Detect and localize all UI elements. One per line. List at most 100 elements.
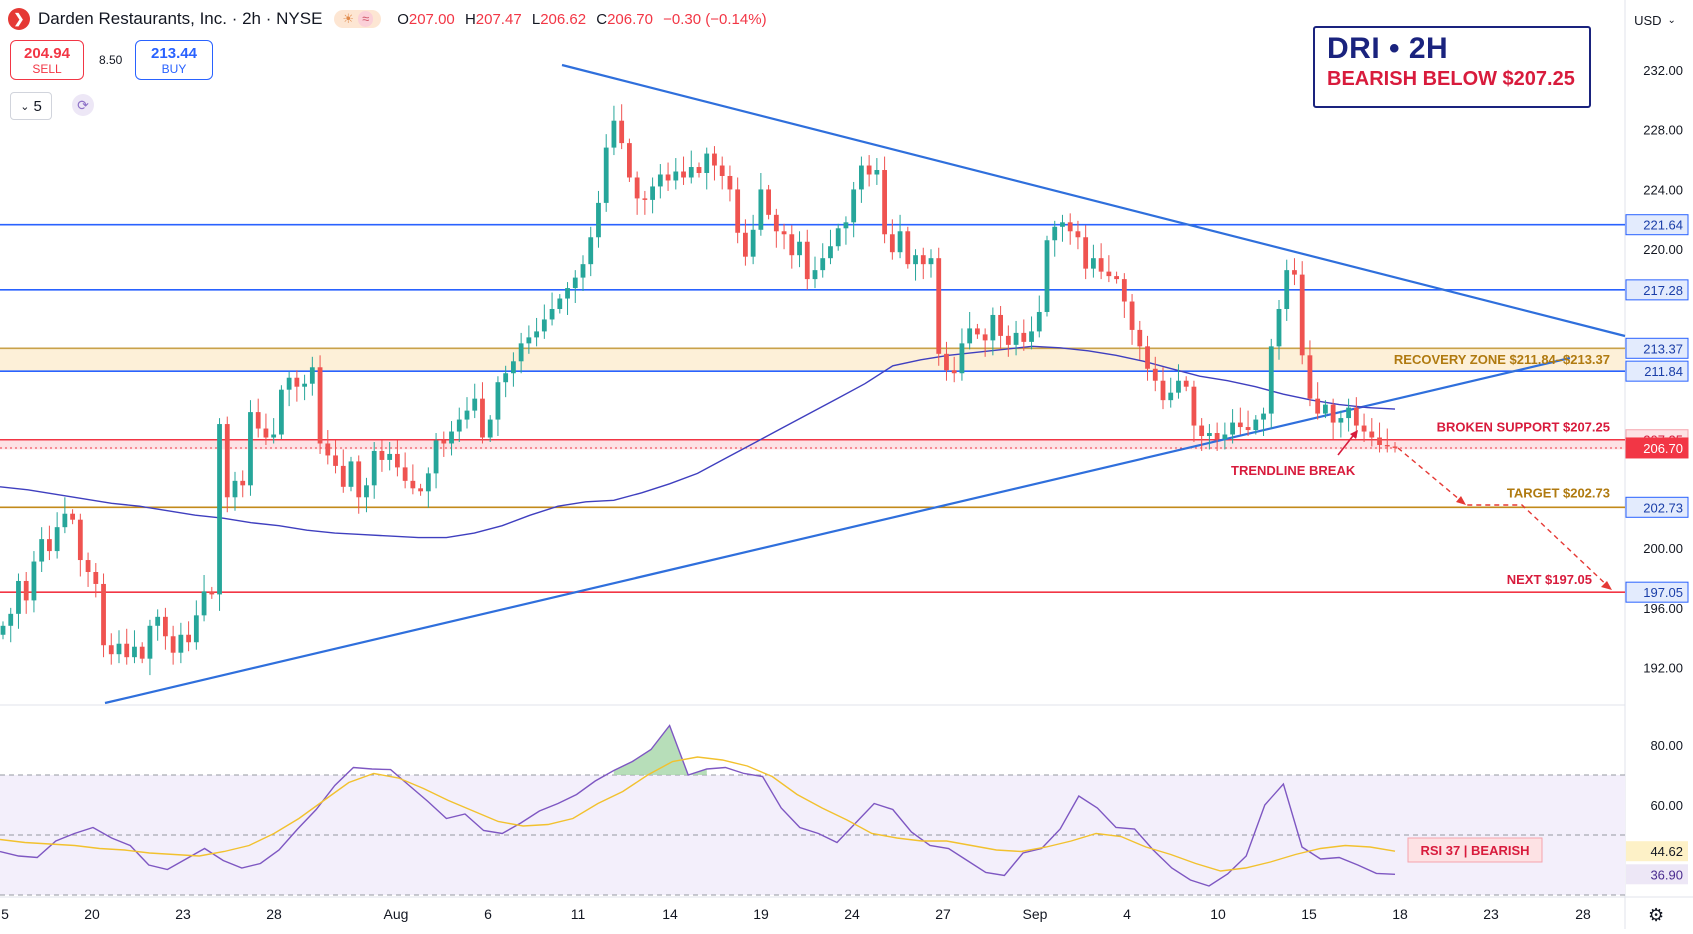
candle: [1353, 397, 1359, 438]
candle: [650, 177, 655, 214]
candle-body: [565, 288, 570, 299]
currency-selector[interactable]: USD ⌄: [1626, 8, 1684, 32]
interval-selector[interactable]: ⌄ 5: [10, 92, 52, 120]
candle: [1299, 261, 1305, 365]
candle: [1369, 418, 1375, 447]
candle-body: [1245, 427, 1251, 431]
candle-body: [557, 298, 563, 309]
buy-price: 213.44: [151, 44, 197, 62]
candle-body: [789, 234, 795, 256]
candle: [418, 483, 423, 496]
price-level-tag-box: [1625, 279, 1689, 301]
candle-body: [580, 264, 586, 278]
rsi-tick-label: 60.00: [1650, 798, 1683, 813]
candle: [1214, 422, 1220, 451]
candle: [1253, 415, 1259, 435]
sell-button[interactable]: 204.94 SELL: [10, 40, 84, 80]
candle: [1013, 320, 1019, 356]
candle: [967, 311, 973, 350]
candle-body: [603, 147, 609, 203]
time-tick-label: 28: [1575, 906, 1591, 922]
candle-body: [688, 167, 694, 178]
candle: [1261, 407, 1266, 437]
candle-body: [866, 165, 872, 175]
candle: [1284, 259, 1290, 321]
candle: [572, 270, 578, 304]
candle: [1067, 213, 1073, 245]
candle: [642, 190, 648, 215]
candle-body: [1067, 222, 1073, 232]
candle: [944, 341, 949, 381]
candle: [1338, 410, 1344, 438]
candle-body: [1114, 276, 1119, 280]
candle: [271, 418, 277, 444]
rsi-line: [0, 724, 1396, 887]
spread-value: 8.50: [99, 53, 123, 67]
candle-body: [1183, 380, 1189, 387]
candle-body: [395, 453, 400, 468]
candle: [1083, 225, 1089, 280]
candle-body: [1036, 311, 1042, 332]
candle-body: [0, 625, 6, 635]
candle-body: [673, 171, 679, 181]
candle-body: [77, 519, 83, 561]
candle: [487, 415, 493, 442]
refresh-icon[interactable]: ⟳: [72, 94, 94, 116]
candle: [263, 413, 269, 445]
candle-body: [657, 174, 663, 187]
buy-button[interactable]: 213.44 BUY: [135, 40, 213, 80]
candle-body: [990, 314, 996, 341]
candle-body: [1323, 404, 1328, 414]
candle-body: [93, 572, 99, 584]
candle-body: [719, 165, 725, 176]
candle: [410, 464, 416, 495]
candle-body: [340, 465, 346, 487]
candle: [1230, 409, 1235, 444]
candle: [534, 317, 539, 347]
candle: [835, 223, 841, 251]
candle-body: [735, 189, 741, 233]
candle: [1052, 220, 1058, 257]
candle: [1121, 273, 1127, 318]
candle: [193, 600, 199, 650]
candle: [364, 477, 369, 513]
candle-body: [8, 613, 14, 626]
candle: [773, 208, 779, 248]
candle-body: [1021, 332, 1027, 342]
candle: [820, 243, 826, 278]
candle-body: [147, 625, 153, 659]
candle-body: [1346, 407, 1351, 419]
candle-body: [163, 616, 168, 637]
candle-body: [1060, 222, 1065, 227]
price-level-tag-text: 197.05: [1643, 585, 1683, 600]
candle-body: [1261, 413, 1266, 420]
symbol-header: ❯ Darden Restaurants, Inc. · 2h · NYSE ☀…: [0, 0, 773, 38]
candle-body: [410, 480, 416, 489]
ohlc-low-value: 206.62: [540, 10, 587, 28]
candle-body: [116, 643, 122, 655]
candle-body: [959, 343, 965, 374]
candle-body: [534, 331, 539, 338]
annotation-label: TARGET $202.73: [1507, 485, 1610, 500]
candle-body: [294, 377, 300, 387]
status-pill[interactable]: ☀ ≈: [334, 10, 382, 28]
candle: [39, 527, 45, 572]
time-tick-label: 6: [484, 906, 492, 922]
candle: [1268, 338, 1274, 429]
candle-body: [758, 189, 764, 230]
candle-body: [1013, 332, 1019, 345]
candle: [54, 512, 60, 559]
candle-body: [248, 412, 253, 486]
candle-body: [596, 202, 601, 238]
candle-body: [139, 646, 145, 659]
settings-gear-icon[interactable]: ⚙: [1648, 905, 1665, 925]
symbol-title[interactable]: Darden Restaurants, Inc. · 2h · NYSE: [38, 9, 323, 28]
candle-body: [611, 120, 617, 148]
candle-body: [178, 634, 184, 653]
candle-body: [1199, 425, 1205, 437]
ohlc-close-value: 206.70: [607, 10, 653, 28]
candle: [255, 398, 261, 438]
candle-body: [588, 237, 594, 265]
price-level-tag: 206.70: [1625, 437, 1689, 459]
